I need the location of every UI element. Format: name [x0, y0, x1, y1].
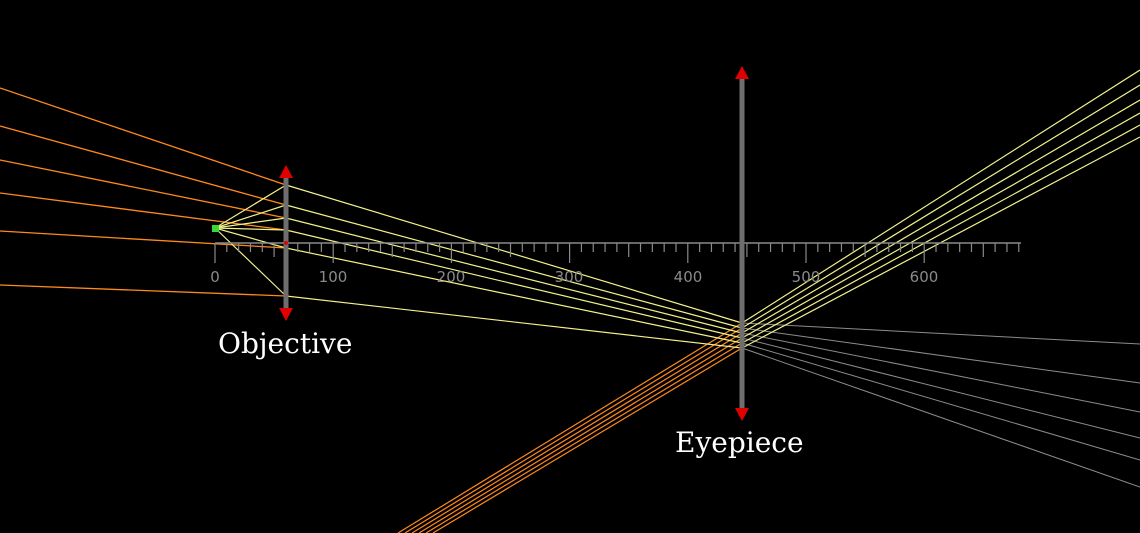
green-dot-icon[interactable]: [212, 225, 219, 232]
tick-label-100: 100: [319, 268, 348, 286]
virtual-rays: [741, 322, 1140, 488]
ruler-ticks: [214, 243, 1020, 263]
incoming-ray: [0, 284, 287, 297]
incoming-ray: [0, 87, 287, 186]
object-ray: [214, 217, 287, 229]
double-headed-arrow-icon: [735, 66, 749, 421]
virtual-ray: [741, 342, 1140, 461]
virtual-ray: [741, 322, 1140, 345]
tick-label-0: 0: [210, 268, 220, 286]
intermediate-ray: [285, 204, 743, 329]
object-ray: [214, 184, 287, 229]
double-headed-arrow-icon: [279, 165, 293, 321]
incoming-bottom-ray: [418, 337, 743, 533]
incoming-bottom-ray: [404, 327, 743, 533]
intermediate-ray: [285, 247, 743, 344]
object-ray: [214, 204, 287, 229]
exit-ray: [741, 112, 1140, 339]
intermediate-ray: [285, 184, 743, 324]
incoming-ray: [0, 125, 287, 206]
intermediate-ray: [285, 217, 743, 334]
objective-focal-marker: [284, 241, 288, 245]
incoming-bottom-ray: [432, 347, 743, 533]
eyepiece-lens[interactable]: [735, 66, 749, 421]
eyepiece-bottom-arrow-icon: [735, 408, 749, 421]
objective-label: Objective: [218, 327, 352, 360]
eyepiece-label: Eyepiece: [675, 426, 804, 459]
tick-label-600: 600: [910, 268, 939, 286]
eyepiece-top-arrow-icon: [735, 66, 749, 79]
exit-ray: [741, 84, 1140, 329]
ruler-tick-labels: 0 100 200 300 400 500 600: [210, 268, 938, 286]
tick-label-300: 300: [555, 268, 584, 286]
virtual-ray: [741, 327, 1140, 384]
objective-lens[interactable]: [279, 165, 293, 321]
intermediate-ray: [285, 229, 743, 339]
object-ray: [214, 227, 287, 231]
exit-ray: [741, 124, 1140, 344]
incoming-bottom-ray: [397, 322, 743, 533]
virtual-ray: [741, 337, 1140, 439]
tick-label-400: 400: [674, 268, 703, 286]
incoming-ray: [0, 192, 287, 231]
objective-bottom-arrow-icon: [279, 308, 293, 321]
ruler: 0 100 200 300 400 500 600: [210, 242, 1021, 286]
incoming-ray: [0, 159, 287, 219]
object-ray: [214, 227, 287, 297]
tick-label-500: 500: [792, 268, 821, 286]
exit-ray: [741, 99, 1140, 334]
exit-ray: [741, 69, 1140, 324]
incoming-bottom-ray: [425, 342, 743, 533]
objective-top-arrow-icon: [279, 165, 293, 178]
virtual-ray: [741, 347, 1140, 488]
intermediate-ray: [285, 295, 743, 349]
tick-label-200: 200: [437, 268, 466, 286]
refracted-rays: [214, 69, 1140, 349]
incoming-rays: [0, 87, 743, 533]
virtual-ray: [741, 332, 1140, 413]
incoming-bottom-ray: [411, 332, 743, 533]
